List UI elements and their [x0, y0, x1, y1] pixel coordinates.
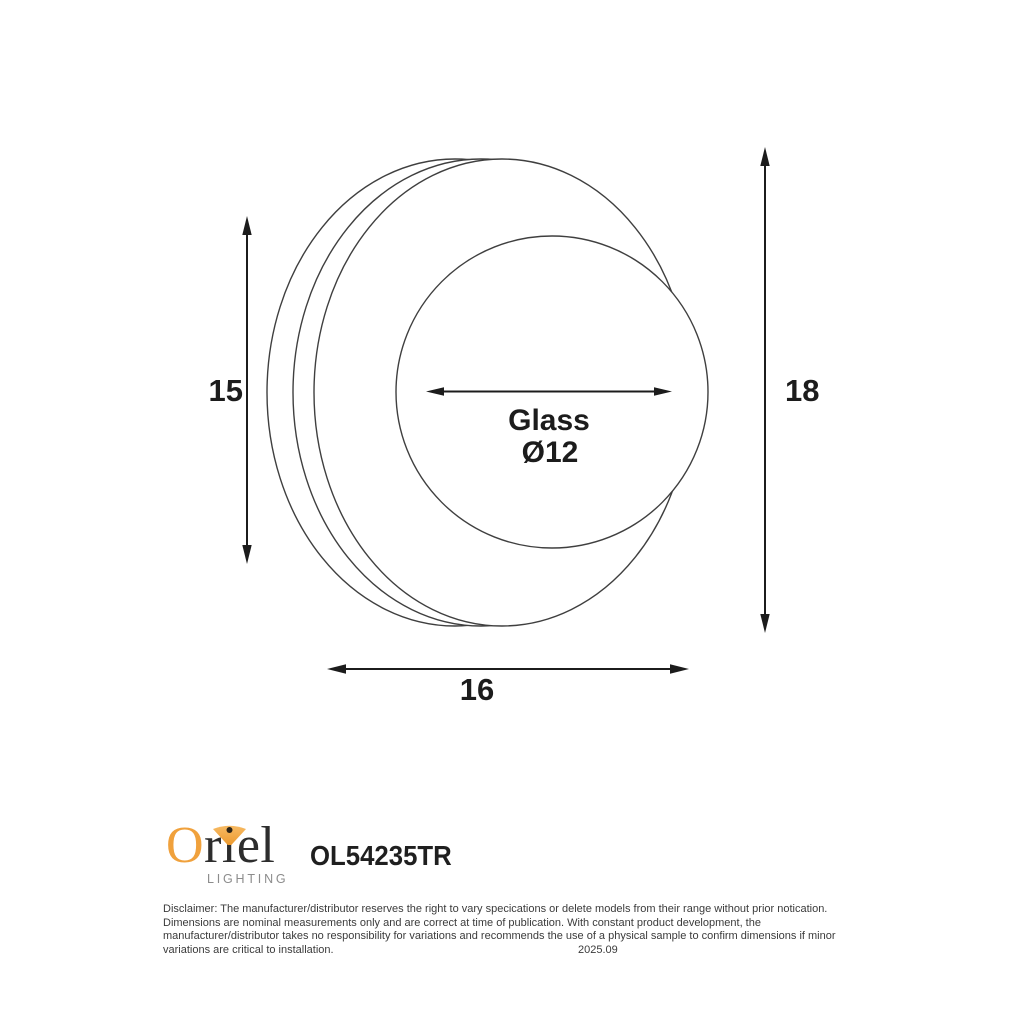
- disclaimer-line: manufacturer/distributor takes no respon…: [163, 930, 836, 942]
- logo-wordmark: Oriel: [166, 820, 316, 872]
- arrowhead-left-top: [242, 216, 252, 235]
- lampshade-cone-icon: [213, 825, 246, 845]
- dimension-arrowheads: [242, 147, 770, 674]
- arrowhead-glass-right: [654, 387, 672, 396]
- dim-label-height-18: 18: [785, 373, 819, 408]
- product-code: OL54235TR: [310, 840, 452, 871]
- oriel-lighting-logo: Oriel LIGHTING: [166, 820, 316, 890]
- logo-letter-o: O: [166, 817, 205, 874]
- disclaimer-block: Disclaimer: The manufacturer/distributor…: [163, 903, 883, 957]
- publication-date: 2025.09: [578, 943, 618, 956]
- arrowhead-bottom-left: [327, 664, 346, 674]
- arrowhead-glass-left: [426, 387, 444, 396]
- arrowhead-right-top: [760, 147, 770, 166]
- dimension-lines: [246, 165, 766, 670]
- arrowhead-left-bottom: [242, 545, 252, 564]
- cone-dot: [226, 827, 233, 833]
- dim-label-width-16: 16: [460, 672, 494, 707]
- disclaimer-line: Dimensions are nominal measurements only…: [163, 916, 761, 929]
- disclaimer-line: Disclaimer: The manufacturer/distributor…: [163, 903, 828, 915]
- arrowhead-right-bottom: [760, 614, 770, 633]
- disclaimer-line: variations are critical to installation.: [163, 943, 334, 956]
- glass-label: Glass: [508, 404, 590, 437]
- dim-label-height-15: 15: [209, 373, 243, 408]
- logo-subtitle: LIGHTING: [207, 872, 289, 886]
- glass-diameter-label: Ø12: [522, 436, 579, 469]
- arrowhead-bottom-right: [670, 664, 689, 674]
